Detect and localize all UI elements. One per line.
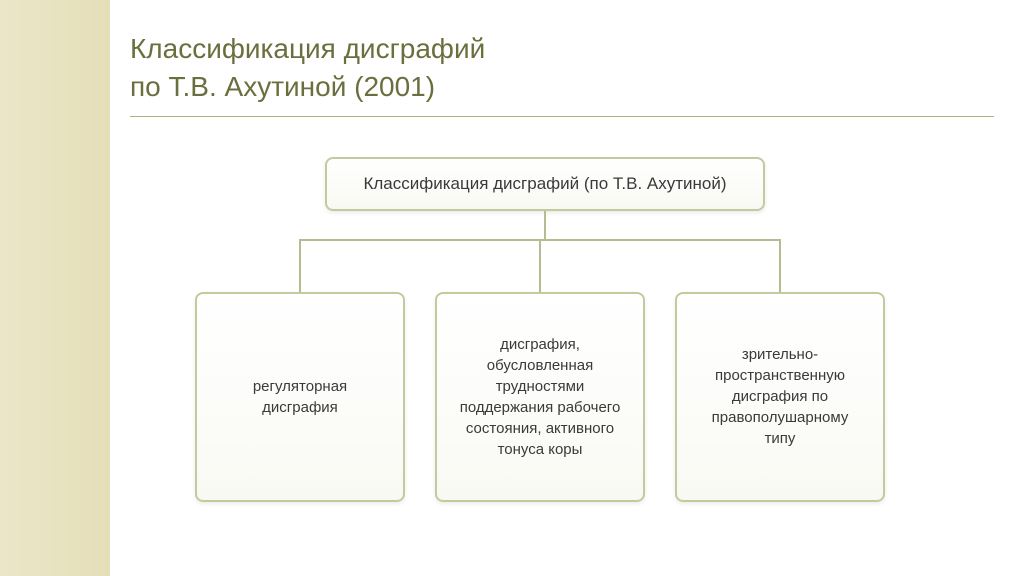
title-underline xyxy=(130,116,994,117)
diagram-child-node-3: зрительно-пространственную дисграфия по … xyxy=(675,292,885,502)
main-content: Классификация дисграфий по Т.В. Ахутиной… xyxy=(110,0,1024,576)
diagram-child-node-1: регуляторная дисграфия xyxy=(195,292,405,502)
diagram-root-node: Классификация дисграфий (по Т.В. Ахутино… xyxy=(325,157,765,211)
hierarchy-diagram: Классификация дисграфий (по Т.В. Ахутино… xyxy=(130,157,994,537)
slide-title: Классификация дисграфий по Т.В. Ахутиной… xyxy=(130,30,994,106)
root-node-label: Классификация дисграфий (по Т.В. Ахутино… xyxy=(363,174,726,194)
child-1-label: регуляторная дисграфия xyxy=(215,376,385,418)
diagram-child-node-2: дисграфия, обусловленная трудностями под… xyxy=(435,292,645,502)
connector-vertical-child-3 xyxy=(779,239,781,292)
child-3-label: зрительно-пространственную дисграфия по … xyxy=(695,344,865,449)
child-2-label: дисграфия, обусловленная трудностями под… xyxy=(455,334,625,460)
title-line-1: Классификация дисграфий xyxy=(130,33,485,64)
connector-vertical-child-2 xyxy=(539,239,541,292)
decorative-sidebar xyxy=(0,0,110,576)
connector-vertical-child-1 xyxy=(299,239,301,292)
connector-vertical-root xyxy=(544,211,546,239)
title-line-2: по Т.В. Ахутиной (2001) xyxy=(130,71,435,102)
